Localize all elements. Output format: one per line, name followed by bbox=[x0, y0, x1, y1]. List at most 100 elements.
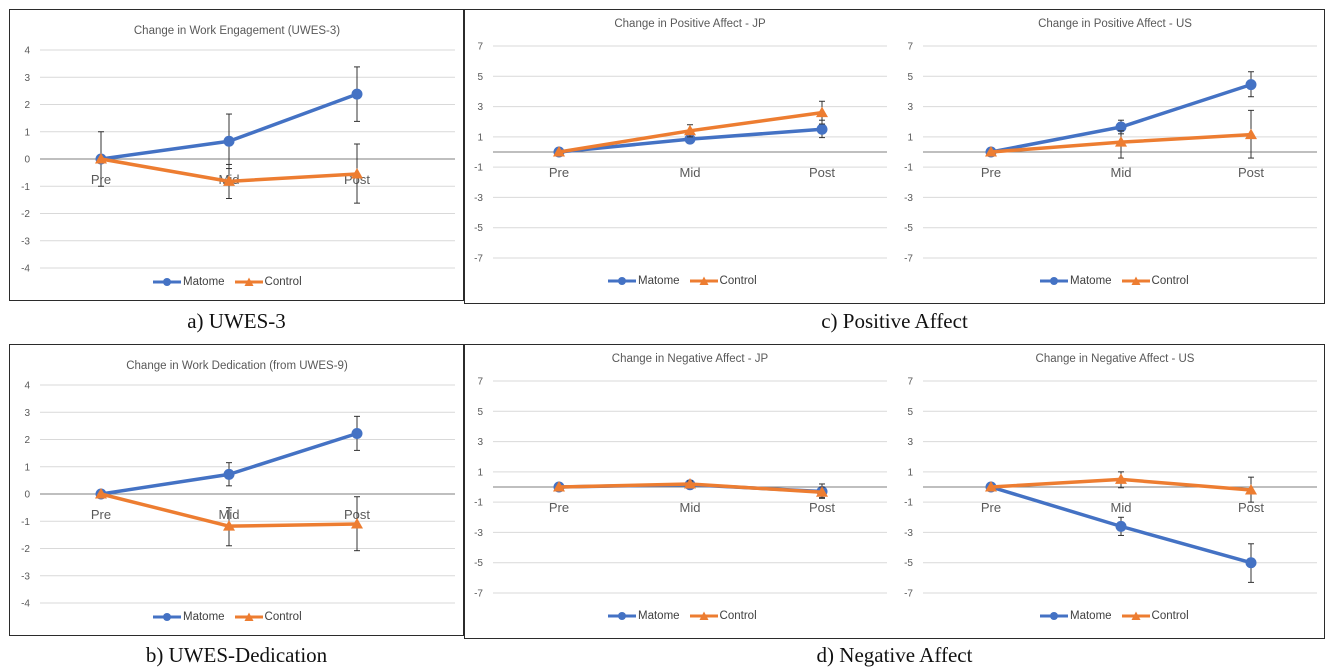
y-tick-label: 3 bbox=[24, 408, 30, 419]
chart-title: Change in Work Engagement (UWES-3) bbox=[134, 25, 340, 37]
x-tick-label: Pre bbox=[981, 500, 1001, 515]
y-tick-label: 7 bbox=[477, 42, 483, 53]
x-tick-label: Post bbox=[1238, 165, 1264, 180]
data-point-control bbox=[351, 167, 363, 179]
legend-control-label: Control bbox=[264, 611, 302, 623]
x-tick-label: Mid bbox=[680, 500, 701, 515]
data-point-control bbox=[816, 486, 828, 497]
y-tick-label: 1 bbox=[907, 132, 913, 143]
legend-uwes3: Matome Control bbox=[153, 276, 302, 288]
legend-control-label: Control bbox=[264, 276, 302, 288]
data-point-control bbox=[553, 481, 565, 492]
legend-control-label: Control bbox=[719, 275, 757, 287]
legend-negative-affect-us: Matome Control bbox=[1040, 610, 1189, 622]
legend-positive-affect-us: Matome Control bbox=[1040, 275, 1189, 287]
chart-title: Change in Negative Affect - JP bbox=[612, 353, 769, 365]
y-tick-label: -1 bbox=[904, 498, 913, 509]
y-tick-label: -1 bbox=[474, 498, 483, 509]
x-tick-label: Mid bbox=[1111, 500, 1132, 515]
data-point-control bbox=[985, 146, 997, 157]
y-tick-label: 3 bbox=[907, 102, 913, 113]
legend-matome-label: Matome bbox=[638, 610, 680, 622]
y-tick-label: 5 bbox=[477, 72, 483, 83]
y-tick-label: 1 bbox=[24, 127, 30, 138]
caption-b: b) UWES-Dedication bbox=[145, 643, 328, 667]
x-tick-label: Pre bbox=[91, 507, 111, 522]
y-tick-label: 1 bbox=[477, 132, 483, 143]
y-tick-label: 2 bbox=[24, 100, 30, 111]
legend-positive-affect-jp: Matome Control bbox=[608, 275, 757, 287]
data-point-control bbox=[816, 106, 828, 118]
chart-title: Change in Positive Affect - US bbox=[1038, 18, 1192, 30]
y-tick-label: -5 bbox=[474, 223, 483, 234]
y-tick-label: -1 bbox=[474, 163, 483, 174]
y-tick-label: -3 bbox=[474, 193, 483, 204]
y-tick-label: 7 bbox=[907, 42, 913, 53]
y-tick-label: -7 bbox=[904, 254, 913, 265]
y-tick-label: 1 bbox=[907, 467, 913, 478]
chart-negative-affect-us: Change in Negative Affect - US 7 5 3 1 -1 -3 -5… bbox=[904, 353, 1317, 600]
x-tick-label: Pre bbox=[981, 165, 1001, 180]
x-tick-label: Pre bbox=[549, 500, 569, 515]
panel-dedication: Change in Work Dedication (from UWES-9) 4… bbox=[9, 344, 464, 636]
y-tick-label: -7 bbox=[474, 254, 483, 265]
data-point-control bbox=[1245, 128, 1257, 140]
y-tick-label: -1 bbox=[904, 163, 913, 174]
y-tick-label: -3 bbox=[21, 571, 30, 582]
panel-uwes3: Change in Work Engagement (UWES-3) 4 3 2 1 0 -… bbox=[9, 9, 464, 301]
y-tick-label: 7 bbox=[907, 377, 913, 388]
data-point-matome bbox=[223, 135, 235, 147]
data-point-control bbox=[1115, 136, 1127, 147]
chart-dedication: Change in Work Dedication (from UWES-9) 4… bbox=[21, 360, 455, 610]
y-tick-label: 3 bbox=[477, 437, 483, 448]
y-tick-label: 1 bbox=[24, 462, 30, 473]
x-tick-label: Pre bbox=[549, 165, 569, 180]
chart-positive-affect-us: Change in Positive Affect - US 7 5 3 1 -1 -3 -5… bbox=[904, 18, 1317, 265]
data-point-matome bbox=[1245, 557, 1257, 569]
legend-control-label: Control bbox=[1151, 610, 1189, 622]
y-tick-label: -4 bbox=[21, 599, 30, 610]
data-point-matome bbox=[223, 468, 235, 480]
y-tick-label: -1 bbox=[21, 182, 30, 193]
y-tick-label: 4 bbox=[24, 46, 30, 57]
caption-c: c) Positive Affect bbox=[821, 309, 968, 333]
y-tick-label: 7 bbox=[477, 377, 483, 388]
data-point-control bbox=[684, 124, 696, 136]
y-tick-label: -2 bbox=[21, 544, 30, 555]
data-point-control bbox=[95, 488, 107, 499]
y-tick-label: -3 bbox=[474, 528, 483, 539]
y-tick-label: -3 bbox=[904, 528, 913, 539]
y-tick-label: 0 bbox=[24, 490, 30, 501]
y-tick-label: 5 bbox=[907, 72, 913, 83]
y-tick-label: 0 bbox=[24, 155, 30, 166]
chart-negative-affect-jp: Change in Negative Affect - JP 7 5 3 1 -1 -3 -5… bbox=[474, 353, 887, 600]
y-tick-label: -7 bbox=[904, 589, 913, 600]
y-tick-label: -1 bbox=[21, 517, 30, 528]
panel-negative-affect: Change in Negative Affect - JP 7 5 3 1 -1 -3 -5… bbox=[464, 344, 1325, 639]
x-tick-label: Post bbox=[809, 165, 835, 180]
y-tick-label: 3 bbox=[477, 102, 483, 113]
y-tick-label: -5 bbox=[904, 558, 913, 569]
data-point-control bbox=[1115, 473, 1127, 484]
legend-matome-label: Matome bbox=[638, 275, 680, 287]
y-tick-label: 2 bbox=[24, 435, 30, 446]
y-tick-label: -5 bbox=[904, 223, 913, 234]
data-point-control bbox=[223, 175, 235, 186]
y-tick-label: 5 bbox=[907, 407, 913, 418]
legend-matome-label: Matome bbox=[1070, 275, 1112, 287]
chart-title: Change in Work Dedication (from UWES-9) bbox=[126, 360, 348, 372]
data-point-control bbox=[684, 477, 696, 489]
x-tick-label: Post bbox=[1238, 500, 1264, 515]
data-point-control bbox=[553, 146, 565, 157]
x-tick-label: Post bbox=[809, 500, 835, 515]
chart-title: Change in Negative Affect - US bbox=[1036, 353, 1195, 365]
data-point-control bbox=[223, 520, 235, 531]
data-point-matome bbox=[816, 123, 828, 135]
chart-positive-affect-jp: Change in Positive Affect - JP 7 5 3 1 -1 -3 -5… bbox=[474, 18, 887, 265]
legend-control-label: Control bbox=[1151, 275, 1189, 287]
data-point-matome bbox=[351, 428, 363, 440]
data-point-matome bbox=[1245, 79, 1257, 91]
legend-matome-label: Matome bbox=[1070, 610, 1112, 622]
y-tick-label: 1 bbox=[477, 467, 483, 478]
y-tick-label: -3 bbox=[21, 236, 30, 247]
